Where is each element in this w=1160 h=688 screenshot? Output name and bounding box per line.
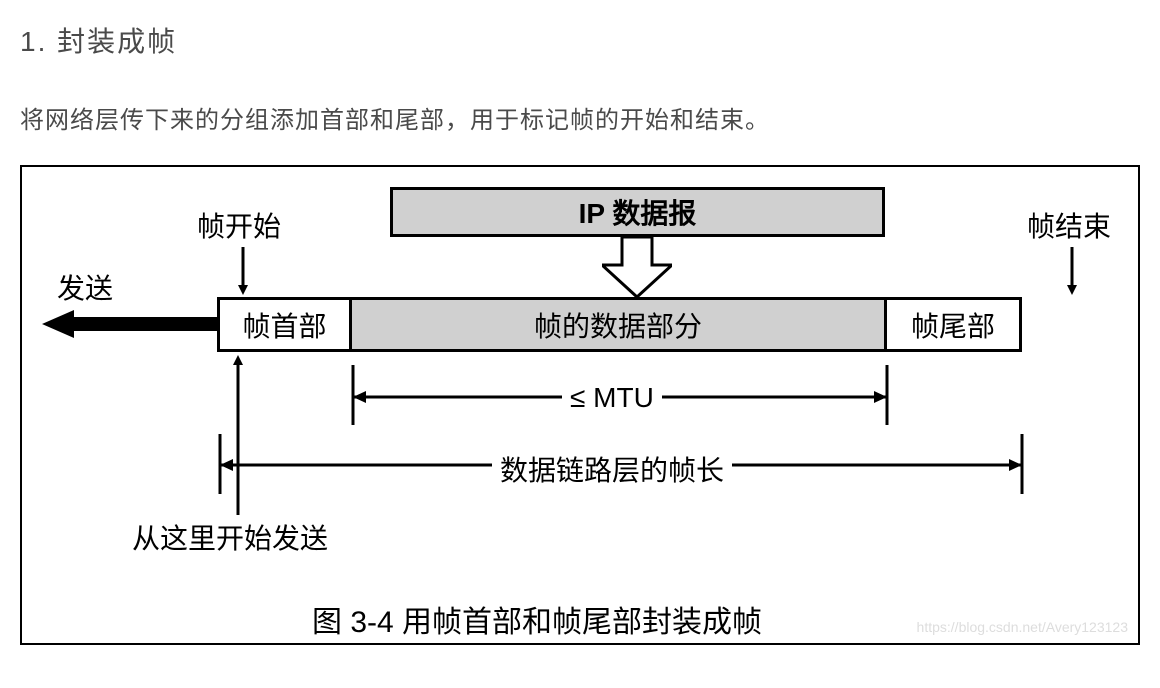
frame-length-label: 数据链路层的帧长: [492, 449, 732, 489]
start-arrow-icon: [236, 247, 250, 295]
send-label: 发送: [57, 267, 113, 307]
section-heading: 1. 封装成帧: [20, 20, 1140, 60]
figure-caption: 图 3-4 用帧首部和帧尾部封装成帧: [312, 597, 762, 641]
frame-diagram: IP 数据报 帧开始 帧结束 发送 帧首部 帧的数据部分 帧尾部 ≤ MTU: [20, 165, 1140, 645]
end-arrow-icon: [1065, 247, 1079, 295]
section-description: 将网络层传下来的分组添加首部和尾部，用于标记帧的开始和结束。: [20, 100, 1140, 135]
send-start-label: 从这里开始发送: [132, 517, 328, 557]
mtu-label: ≤ MTU: [562, 382, 662, 414]
watermark-text: https://blog.csdn.net/Avery123123: [917, 619, 1128, 635]
frame-start-label: 帧开始: [197, 205, 281, 245]
frame-data-box: 帧的数据部分: [352, 297, 887, 352]
frame-end-label: 帧结束: [1027, 205, 1111, 245]
frame-trailer-box: 帧尾部: [887, 297, 1022, 352]
down-arrow-icon: [602, 237, 672, 299]
ip-datagram-box: IP 数据报: [390, 187, 885, 237]
frame-structure-row: 帧首部 帧的数据部分 帧尾部: [217, 297, 1022, 352]
send-arrow-icon: [42, 308, 217, 340]
frame-header-box: 帧首部: [217, 297, 352, 352]
